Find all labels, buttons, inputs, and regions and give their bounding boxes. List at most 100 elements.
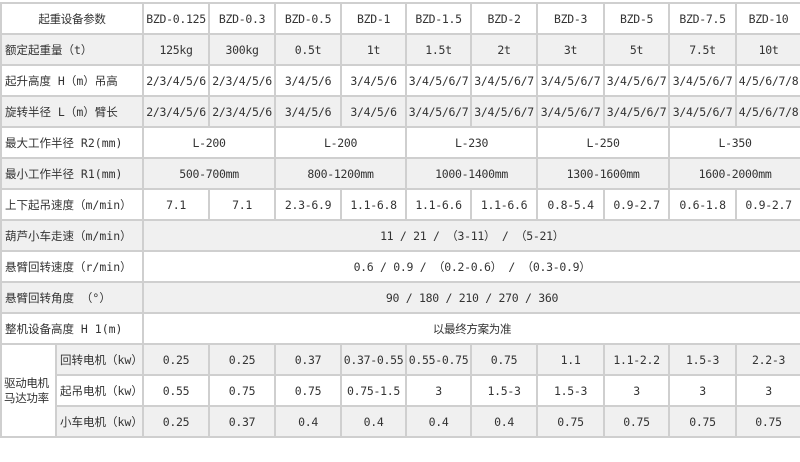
table-cell: 3/4/5/6/7	[405, 95, 473, 128]
table-cell: L-230	[405, 126, 539, 159]
table-cell: 3	[735, 374, 800, 407]
table-cell: 1t	[340, 33, 408, 66]
table-cell: 7.1	[208, 188, 277, 221]
table-cell: 1.5-3	[470, 374, 539, 407]
table-cell: L-250	[536, 126, 671, 159]
table-cell: 0.75	[274, 374, 343, 407]
table-cell: 0.75	[603, 405, 671, 438]
table-cell: 0.75	[470, 343, 539, 376]
model-header: BZD-1.5	[405, 2, 473, 35]
table-cell: L-350	[668, 126, 800, 159]
table-row: 起升高度 H（m）吊高 2/3/4/5/6 2/3/4/5/6 3/4/5/6 3/4/…	[0, 64, 800, 97]
crane-spec-table: 起重设备参数 BZD-0.125 BZD-0.3 BZD-0.5 BZD-1 BZD-1.…	[0, 2, 800, 438]
table-cell: 5t	[603, 33, 671, 66]
model-header: BZD-1	[340, 2, 408, 35]
table-cell: 800-1200mm	[274, 157, 408, 190]
table-cell: 300kg	[208, 33, 277, 66]
table-cell: 3/4/5/6/7	[668, 95, 738, 128]
table-cell: 1.5-3	[668, 343, 738, 376]
table-cell: 4/5/6/7/8	[735, 64, 800, 97]
table-cell: 0.75-1.5	[340, 374, 408, 407]
table-cell: 7.5t	[668, 33, 738, 66]
table-cell: 7.1	[142, 188, 211, 221]
row-label: 悬臂回转角度 （°）	[0, 281, 145, 314]
table-cell: 1.1-6.8	[340, 188, 408, 221]
row-label: 最小工作半径 R1(mm)	[0, 157, 145, 190]
table-cell: 2/3/4/5/6	[208, 95, 277, 128]
table-cell: 3/4/5/6/7	[603, 64, 671, 97]
table-cell: 2.2-3	[735, 343, 800, 376]
model-header: BZD-7.5	[668, 2, 738, 35]
table-cell: 0.25	[142, 405, 211, 438]
table-cell: 0.75	[536, 405, 606, 438]
table-cell: 0.5t	[274, 33, 343, 66]
table-cell: 1.5-3	[536, 374, 606, 407]
table-cell: 3	[668, 374, 738, 407]
table-cell: 2/3/4/5/6	[142, 64, 211, 97]
table-cell: 125kg	[142, 33, 211, 66]
table-cell: 0.75	[735, 405, 800, 438]
table-row: 旋转半径 L（m）臂长 2/3/4/5/6 2/3/4/5/6 3/4/5/6 3/4/…	[0, 95, 800, 128]
table-cell: 3/4/5/6/7	[668, 64, 738, 97]
model-header: BZD-3	[536, 2, 606, 35]
table-cell: 0.6-1.8	[668, 188, 738, 221]
model-header: BZD-0.3	[208, 2, 277, 35]
table-row: 上下起吊速度（m/min） 7.1 7.1 2.3-6.9 1.1-6.8 1.1-6.6…	[0, 188, 800, 221]
row-label: 葫芦小车走速（m/min）	[0, 219, 145, 252]
table-cell: 2t	[470, 33, 539, 66]
table-cell: 0.75	[208, 374, 277, 407]
motor-row: 小车电机（kw） 0.25 0.37 0.4 0.4 0.4 0.4 0.75 0.75 0.75…	[1, 405, 800, 438]
table-cell: 11 / 21 / （3-11） / （5-21）	[142, 219, 800, 252]
table-cell: 2.3-6.9	[274, 188, 343, 221]
table-row: 悬臂回转角度 （°） 90 / 180 / 210 / 270 / 360	[0, 281, 800, 314]
motor-row-label: 回转电机（kw）	[54, 343, 145, 376]
model-header: BZD-5	[603, 2, 671, 35]
table-cell: 0.55-0.75	[405, 343, 473, 376]
table-cell: 0.75	[668, 405, 738, 438]
row-label: 起升高度 H（m）吊高	[0, 64, 145, 97]
table-cell: L-200	[274, 126, 408, 159]
table-row: 悬臂回转速度（r/min） 0.6 / 0.9 / （0.2-0.6） / （0.…	[0, 250, 800, 283]
table-cell: 1000-1400mm	[405, 157, 539, 190]
table-cell: 1.1-6.6	[405, 188, 473, 221]
table-cell: 2/3/4/5/6	[208, 64, 277, 97]
table-cell: 90 / 180 / 210 / 270 / 360	[142, 281, 800, 314]
row-label: 整机设备高度 H 1(m)	[0, 312, 145, 345]
table-row: 最大工作半径 R2(mm) L-200 L-200 L-230 L-250 L-350	[0, 126, 800, 159]
table-cell: 3	[405, 374, 473, 407]
table-row: 额定起重量（t） 125kg 300kg 0.5t 1t 1.5t 2t 3t 5t 7.5t 10…	[0, 33, 800, 66]
table-cell: 1300-1600mm	[536, 157, 671, 190]
table-cell: 1.5t	[405, 33, 473, 66]
table-cell: L-200	[142, 126, 277, 159]
model-header: BZD-2	[470, 2, 539, 35]
table-cell: 0.6 / 0.9 / （0.2-0.6） / （0.3-0.9）	[142, 250, 800, 283]
table-row: 葫芦小车走速（m/min） 11 / 21 / （3-11） / （5-21）	[0, 219, 800, 252]
table-cell: 以最终方案为准	[142, 312, 800, 345]
table-cell: 0.4	[274, 405, 343, 438]
table-cell: 0.25	[208, 343, 277, 376]
table-cell: 0.37	[208, 405, 277, 438]
table-cell: 4/5/6/7/8	[735, 95, 800, 128]
table-cell: 1.1-6.6	[470, 188, 539, 221]
model-header: BZD-0.5	[274, 2, 343, 35]
table-cell: 3/4/5/6/7	[470, 95, 539, 128]
table-cell: 0.25	[142, 343, 211, 376]
motor-row-label: 小车电机（kw）	[54, 405, 145, 438]
table-cell: 1.1	[536, 343, 606, 376]
table-cell: 0.9-2.7	[735, 188, 800, 221]
table-cell: 0.4	[340, 405, 408, 438]
table-row: 最小工作半径 R1(mm) 500-700mm 800-1200mm 1000-140…	[0, 157, 800, 190]
table-cell: 500-700mm	[142, 157, 277, 190]
table-cell: 0.4	[405, 405, 473, 438]
table-cell: 3	[603, 374, 671, 407]
table-cell: 3t	[536, 33, 606, 66]
header-label: 起重设备参数	[0, 2, 145, 35]
table-cell: 1.1-2.2	[603, 343, 671, 376]
table-cell: 3/4/5/6	[340, 64, 408, 97]
table-cell: 1600-2000mm	[668, 157, 800, 190]
motor-row: 驱动电机马达功率 回转电机（kw） 0.25 0.25 0.37 0.37-0.55 0.5…	[0, 343, 800, 438]
row-label: 额定起重量（t）	[0, 33, 145, 66]
table-cell: 3/4/5/6	[274, 95, 343, 128]
motor-group-label: 驱动电机马达功率	[0, 343, 57, 438]
row-label: 最大工作半径 R2(mm)	[0, 126, 145, 159]
